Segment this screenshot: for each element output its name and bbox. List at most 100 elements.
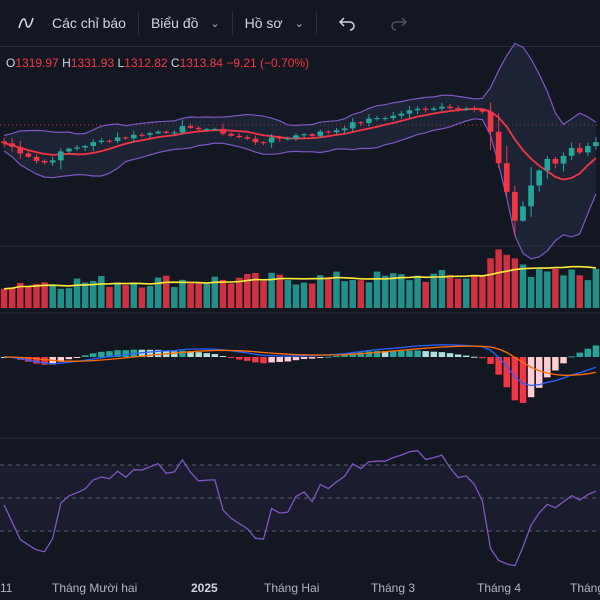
- candle-body: [536, 170, 543, 186]
- macd-histogram-bar: [381, 351, 389, 357]
- macd-histogram-bar: [244, 357, 251, 361]
- macd-histogram-bar: [114, 350, 121, 357]
- volume-bar: [308, 283, 316, 308]
- bollinger-basis-line: [3, 107, 597, 181]
- macd-histogram-bar: [535, 357, 543, 388]
- macd-histogram-bar: [284, 357, 292, 362]
- macd-histogram-bar: [341, 355, 348, 357]
- macd-histogram-bar: [373, 350, 381, 357]
- undo-button[interactable]: [321, 0, 373, 46]
- macd-histogram-bar: [65, 357, 73, 360]
- macd-histogram-bar: [317, 357, 324, 358]
- volume-bar: [65, 288, 73, 308]
- volume-bar: [584, 280, 592, 308]
- redo-icon: [391, 17, 407, 31]
- volume-bar: [171, 287, 178, 308]
- volume-bar: [122, 285, 129, 308]
- candle-body: [98, 140, 105, 143]
- time-axis-label: Tháng Hai: [264, 581, 320, 595]
- macd-histogram-bar: [495, 357, 502, 375]
- volume-bar: [187, 283, 194, 308]
- candle-body: [41, 160, 48, 163]
- open-label: O: [6, 56, 16, 70]
- redo-button[interactable]: [373, 0, 425, 46]
- macd-histogram-bar: [414, 350, 421, 357]
- chart-menu-button[interactable]: Biểu đồ ⌄: [143, 0, 228, 46]
- macd-histogram-bar: [187, 351, 194, 357]
- volume-bar: [73, 278, 81, 308]
- candle-body: [552, 158, 559, 164]
- macd-histogram-bar: [235, 357, 243, 360]
- volume-bar: [495, 249, 502, 308]
- macd-histogram-bar: [479, 357, 486, 359]
- chart-menu-label: Biểu đồ: [150, 15, 199, 31]
- candle-body: [447, 106, 453, 109]
- macd-histogram-bar: [471, 356, 478, 358]
- volume-bar: [154, 277, 162, 308]
- macd-histogram-bar: [438, 352, 446, 357]
- macd-histogram-bar: [357, 352, 365, 357]
- macd-histogram-bar: [106, 351, 113, 357]
- macd-histogram-bar: [390, 350, 397, 357]
- candle-body: [260, 142, 267, 144]
- macd-histogram-bar: [422, 351, 429, 357]
- volume-bar: [479, 274, 486, 308]
- time-axis-label: Tháng 4: [477, 581, 522, 595]
- volume-bar: [227, 283, 235, 308]
- macd-histogram-bar: [527, 357, 535, 398]
- volume-bar: [179, 279, 186, 308]
- ohlc-legend: O1319.97 H1331.93 L1312.82 C1313.84 −9.2…: [6, 56, 309, 70]
- candle-body: [33, 156, 40, 161]
- candle-body: [325, 131, 332, 133]
- volume-ma-line: [4, 265, 596, 290]
- candle-body: [139, 134, 145, 136]
- candle-body: [130, 134, 137, 139]
- volume-bar: [535, 269, 543, 308]
- volume-bar: [146, 286, 154, 308]
- time-axis: 11 Tháng Mười hai 2025 Tháng Hai Tháng 3…: [0, 576, 600, 600]
- macd-histogram-bar: [398, 350, 405, 357]
- macd-histogram-bar: [211, 354, 219, 357]
- candle-body: [317, 131, 324, 136]
- macd-histogram-bar: [592, 345, 600, 357]
- candle-body: [512, 191, 518, 221]
- candle-body: [293, 135, 299, 139]
- volume-bar: [0, 288, 8, 308]
- candle-body: [25, 153, 32, 157]
- macd-histogram-bar: [349, 353, 356, 357]
- candle-body: [349, 122, 356, 129]
- volume-bar: [49, 284, 56, 308]
- indicators-icon[interactable]: [0, 0, 52, 46]
- macd-histogram-bar: [179, 350, 186, 357]
- candle-body: [9, 143, 15, 147]
- volume-bar: [81, 282, 89, 308]
- toolbar-divider: [231, 11, 233, 35]
- candle-body: [220, 128, 226, 134]
- candle-body: [374, 118, 380, 120]
- candle-body: [57, 151, 64, 161]
- volume-bar: [462, 278, 470, 308]
- candle-body: [471, 108, 478, 110]
- volume-bar: [325, 276, 332, 308]
- toolbar-divider: [315, 11, 317, 35]
- price-pane: [0, 42, 600, 439]
- volume-bar: [41, 282, 48, 308]
- time-axis-label: Tháng: [570, 581, 600, 595]
- volume-bar: [211, 276, 219, 308]
- candle-body: [309, 134, 315, 136]
- indicators-button[interactable]: Các chỉ báo: [52, 0, 134, 46]
- candle-body: [163, 131, 170, 133]
- macd-pane: [0, 344, 600, 403]
- candle-body: [74, 147, 80, 149]
- candle-body: [406, 110, 413, 114]
- volume-pane: [0, 249, 600, 308]
- candle-body: [382, 118, 388, 120]
- chart-canvas[interactable]: [0, 0, 600, 576]
- candle-body: [236, 135, 243, 138]
- candle-body: [106, 140, 113, 142]
- candle-body: [212, 128, 218, 130]
- profile-menu-button[interactable]: Hồ sơ ⌄: [237, 0, 312, 46]
- volume-bar: [260, 280, 267, 308]
- chevron-down-icon: ⌄: [210, 17, 220, 30]
- macd-histogram-bar: [300, 357, 308, 360]
